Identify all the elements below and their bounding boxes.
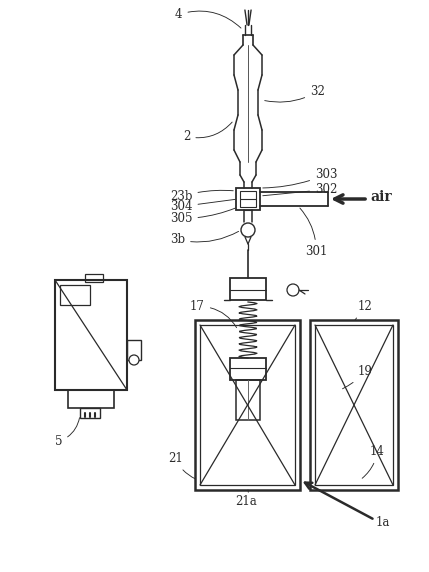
Text: 2: 2	[183, 122, 232, 143]
Bar	[236, 380, 260, 420]
Text: 5: 5	[55, 418, 79, 448]
Text: 301: 301	[300, 208, 327, 258]
Text: 305: 305	[170, 208, 236, 225]
Bar	[80, 408, 100, 418]
Text: 21a: 21a	[235, 490, 257, 508]
Bar	[315, 325, 393, 485]
Text: 14: 14	[362, 445, 385, 478]
Bar	[236, 188, 260, 210]
Text: 302: 302	[263, 183, 337, 196]
Circle shape	[287, 284, 299, 296]
Bar	[310, 320, 398, 490]
Bar	[127, 340, 141, 360]
Bar	[200, 325, 295, 485]
Text: air: air	[370, 190, 392, 204]
Text: 1a: 1a	[376, 515, 390, 529]
Text: 3b: 3b	[170, 231, 239, 246]
Bar	[68, 390, 114, 408]
Bar	[230, 358, 266, 380]
Text: 23b: 23b	[170, 190, 233, 203]
Bar	[55, 280, 127, 390]
Text: 12: 12	[355, 300, 373, 320]
Text: 19: 19	[342, 365, 373, 389]
Text: 304: 304	[170, 200, 235, 213]
Bar	[195, 320, 300, 490]
Bar	[60, 285, 90, 305]
Circle shape	[241, 223, 255, 237]
Text: 303: 303	[263, 168, 338, 188]
Text: 21: 21	[168, 452, 196, 479]
Bar	[240, 191, 256, 207]
Text: 17: 17	[190, 300, 237, 328]
Circle shape	[129, 355, 139, 365]
Text: 4: 4	[175, 8, 241, 28]
Bar	[85, 274, 103, 282]
Bar	[230, 278, 266, 300]
Text: 32: 32	[265, 85, 325, 102]
